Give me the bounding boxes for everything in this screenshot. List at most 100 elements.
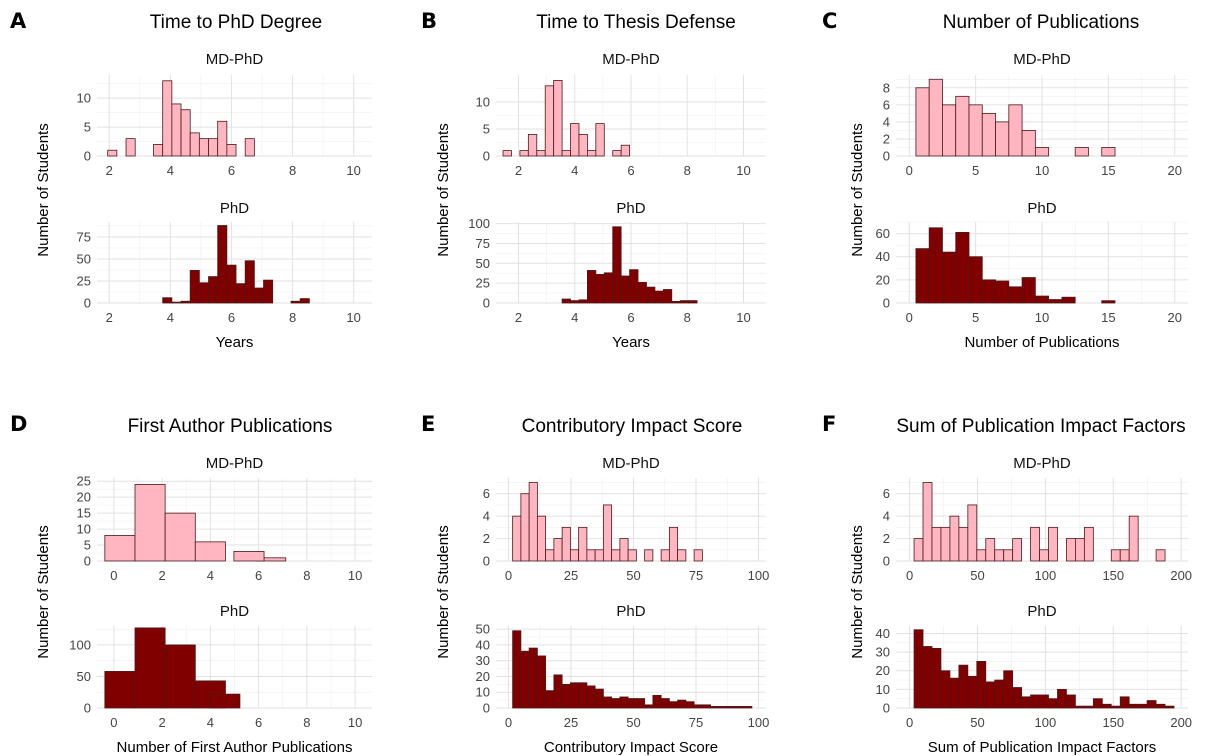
histogram-bar [1101, 703, 1112, 709]
x-tick-label: 0 [906, 310, 913, 325]
facet-md-phd: MD-PhD 0 2 4 6 0 50 100 150 200 [883, 455, 1192, 583]
histogram-bar [940, 526, 951, 562]
histogram-bar [968, 256, 983, 304]
histogram-bar [994, 549, 1005, 562]
x-tick-label: 5 [972, 310, 979, 325]
y-tick-label: 2 [483, 531, 490, 546]
histogram-bar [671, 301, 681, 304]
histogram-bar [553, 674, 563, 709]
x-tick-label: 6 [627, 163, 634, 178]
y-axis-label: Number of Students [35, 525, 52, 658]
histogram-bar [646, 286, 656, 304]
facet-phd: PhD 0 20 40 60 0 5 10 15 20 [876, 200, 1188, 325]
facet-strip-label: PhD [616, 200, 645, 217]
histogram-bar [544, 85, 555, 157]
histogram-bar [968, 104, 983, 157]
y-tick-label: 10 [476, 685, 490, 700]
histogram-bar [662, 289, 673, 304]
histogram-bar [940, 670, 951, 709]
histogram-bar [931, 647, 942, 709]
y-tick-label: 100 [468, 216, 490, 231]
y-tick-label: 10 [77, 522, 91, 537]
histogram-bar [561, 298, 571, 304]
histogram-bar [217, 120, 228, 157]
histogram-bar [1128, 515, 1139, 562]
histogram-bar [915, 248, 930, 304]
y-tick-label: 0 [84, 701, 91, 716]
histogram-bar [1083, 526, 1094, 562]
y-tick-label: 0 [483, 149, 490, 164]
panel-title: First Author Publications [128, 416, 333, 437]
histogram-bar [913, 629, 924, 709]
x-tick-label: 200 [1170, 715, 1192, 730]
panel-e: E Contributory Impact Score MD-PhD 0 2 4 6 0 25 5… [421, 412, 769, 756]
histogram-bar [1155, 703, 1166, 709]
histogram-bar [545, 549, 555, 562]
x-axis-label: Contributory Impact Score [544, 739, 718, 756]
histogram-bar [1066, 694, 1076, 709]
x-tick-label: 2 [515, 163, 522, 178]
y-tick-label: 5 [483, 122, 490, 137]
histogram-bar [915, 87, 930, 157]
panel-letter: A [10, 9, 27, 33]
x-tick-label: 25 [564, 568, 578, 583]
histogram-bar [955, 95, 970, 157]
histogram-bar [578, 682, 588, 709]
histogram-bar [594, 549, 604, 562]
y-tick-label: 75 [476, 236, 490, 251]
histogram-bar [976, 549, 987, 562]
y-tick-label: 6 [883, 97, 890, 112]
histogram-bar [209, 693, 241, 709]
x-tick-label: 150 [1102, 715, 1124, 730]
panel-title: Number of Publications [943, 12, 1139, 33]
histogram-bar [967, 675, 978, 709]
histogram-bar [981, 112, 996, 157]
y-tick-label: 60 [876, 226, 890, 241]
histogram-bar [734, 706, 745, 709]
x-tick-label: 2 [159, 568, 166, 583]
histogram-bar [226, 144, 237, 157]
facet-strip-label: PhD [220, 603, 249, 620]
histogram-bar [677, 699, 687, 709]
facet-md-phd: MD-PhD 0 2 4 6 8 0 5 10 15 20 [883, 51, 1188, 178]
histogram-bar [668, 701, 679, 709]
x-tick-label: 8 [303, 568, 310, 583]
x-tick-label: 4 [571, 310, 578, 325]
x-tick-label: 100 [1035, 568, 1057, 583]
x-tick-label: 0 [110, 568, 117, 583]
x-tick-label: 8 [684, 310, 691, 325]
histogram-bar [1101, 147, 1116, 157]
histogram-bar [994, 679, 1005, 709]
histogram-bar [244, 138, 255, 157]
x-tick-label: 15 [1101, 310, 1115, 325]
panel-letter: F [822, 412, 836, 436]
y-tick-label: 0 [84, 554, 91, 569]
x-tick-label: 50 [970, 568, 984, 583]
histogram-bar [512, 630, 522, 709]
histogram-bar [512, 515, 522, 562]
histogram-bar [612, 150, 622, 157]
facet-phd: PhD 0 25 50 75 2 4 6 8 10 [77, 200, 372, 325]
histogram-bar [701, 704, 712, 709]
histogram-bar [569, 549, 580, 562]
histogram-bar [660, 549, 670, 562]
histogram-bar [1119, 696, 1130, 709]
histogram-bar [603, 272, 614, 304]
histogram-bar [637, 281, 647, 304]
histogram-bar [612, 226, 622, 304]
x-tick-label: 4 [207, 568, 214, 583]
histogram-bar [189, 270, 200, 304]
histogram-bar [1039, 549, 1049, 562]
histogram-bar [619, 696, 629, 709]
histogram-bar [244, 260, 255, 304]
histogram-bar [743, 706, 753, 709]
histogram-bar [578, 526, 588, 562]
histogram-bar [263, 279, 274, 304]
histogram-bar [1137, 703, 1148, 709]
histogram-bar [587, 270, 597, 304]
facet-strip-label: PhD [1027, 603, 1056, 620]
x-tick-label: 200 [1170, 568, 1192, 583]
x-tick-label: 10 [346, 163, 360, 178]
y-tick-label: 10 [876, 682, 890, 697]
